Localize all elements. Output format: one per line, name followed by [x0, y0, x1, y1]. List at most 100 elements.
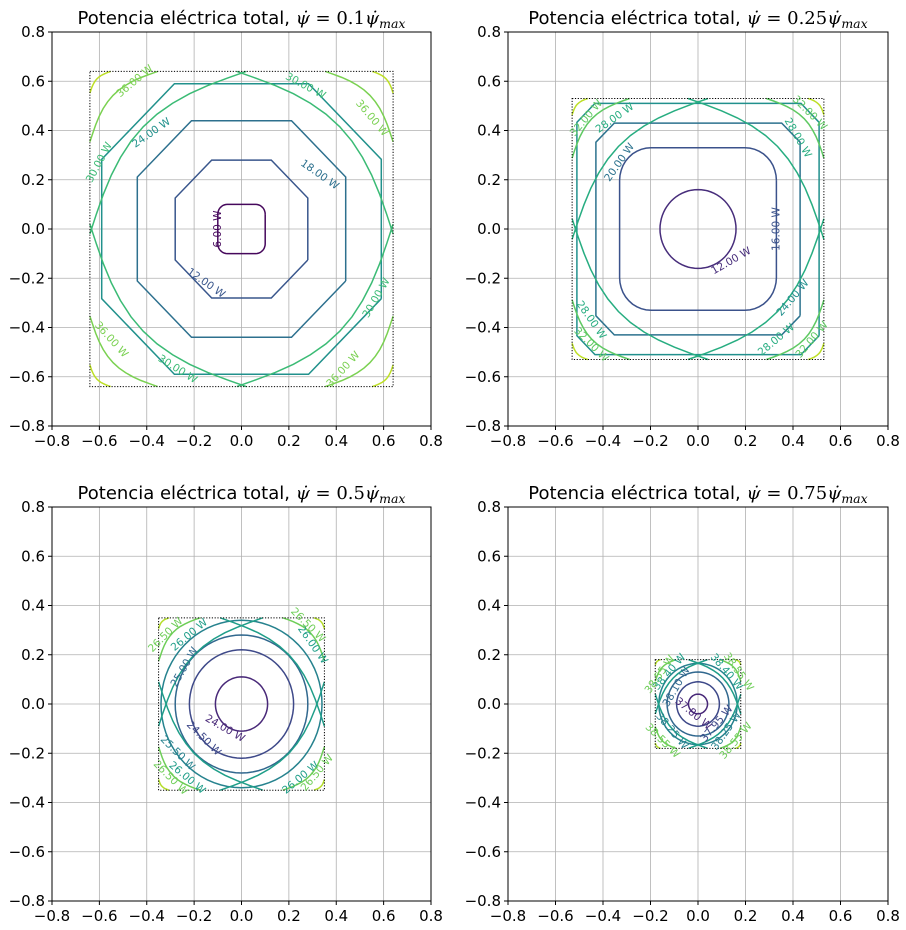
x-tick-label: 0.0 — [230, 432, 254, 450]
title-subscript: max — [841, 491, 867, 506]
y-tick-label: 0.6 — [477, 547, 501, 565]
y-tick-label: 0.4 — [477, 597, 501, 615]
x-tick-label: 0.6 — [372, 432, 396, 450]
x-tick-label: −0.8 — [490, 432, 526, 450]
y-tick-label: 0.8 — [21, 23, 45, 41]
y-tick-label: −0.6 — [465, 843, 501, 861]
contour-label: 30.00 W — [283, 71, 328, 102]
y-tick-label: 0.6 — [21, 72, 45, 90]
contour-label: 28.00 W — [756, 321, 798, 359]
contour-line — [687, 218, 825, 361]
y-tick-label: 0.0 — [477, 695, 501, 713]
title-psi: ψ̇ — [746, 483, 761, 504]
x-tick-label: 0.2 — [734, 432, 758, 450]
y-tick-label: 0.6 — [477, 72, 501, 90]
title-coef: = 0.75 — [761, 483, 828, 504]
x-tick-label: −0.4 — [129, 432, 165, 450]
x-tick-label: 0.8 — [876, 907, 900, 925]
contour-line — [735, 742, 742, 750]
contour-line — [89, 364, 111, 388]
boundary-square — [571, 97, 825, 361]
contour-line — [372, 70, 394, 94]
contour-line — [766, 299, 825, 361]
title-prefix: Potencia eléctrica total, — [528, 8, 746, 29]
x-tick-label: −0.2 — [176, 432, 212, 450]
y-tick-label: 0.4 — [21, 597, 45, 615]
contour-label: 36.00 W — [324, 349, 363, 390]
contour-line — [157, 779, 170, 791]
contour-line — [719, 658, 742, 682]
contour-group — [89, 70, 394, 388]
x-tick-label: −0.8 — [34, 907, 70, 925]
contour-line — [571, 343, 589, 361]
title-psi: ψ̇ — [296, 8, 311, 29]
contour-line — [89, 70, 111, 94]
contour-line — [666, 671, 730, 737]
contour-line — [688, 693, 742, 750]
chart-title: Potencia eléctrica total, ψ̇ = 0.5ψ̇max — [78, 483, 406, 506]
x-tick-label: −0.6 — [81, 432, 117, 450]
contour-line — [595, 122, 801, 336]
boundary-square — [89, 70, 394, 388]
contour-line — [571, 97, 630, 159]
y-tick-label: 0.0 — [477, 220, 501, 238]
contour-line — [157, 681, 264, 791]
title-psi-max: ψ̇ — [827, 8, 842, 29]
contour-label: 32.00 W — [793, 319, 831, 361]
chart-title: Potencia eléctrica total, ψ̇ = 0.25ψ̇max — [528, 8, 867, 31]
contour-line — [219, 681, 326, 791]
contour-line — [89, 223, 247, 388]
contour-label: 18.00 W — [298, 157, 341, 192]
contour-line — [236, 70, 394, 235]
x-tick-label: −0.6 — [81, 907, 117, 925]
contour-line — [687, 693, 709, 715]
x-tick-label: 0.2 — [277, 432, 301, 450]
contour-line — [719, 726, 742, 750]
x-tick-label: −0.6 — [537, 907, 573, 925]
contour-line — [89, 70, 247, 235]
x-tick-label: 0.6 — [372, 907, 396, 925]
contour-label: 24.00 W — [130, 115, 173, 150]
contour-line — [174, 159, 309, 299]
y-tick-label: −0.2 — [9, 269, 45, 287]
x-tick-label: −0.2 — [632, 432, 668, 450]
contour-line — [675, 681, 721, 727]
x-tick-label: 0.4 — [324, 432, 348, 450]
contour-line — [219, 617, 326, 727]
x-tick-label: 0.8 — [419, 432, 443, 450]
x-tick-label: 0.0 — [230, 907, 254, 925]
x-tick-label: 0.4 — [781, 907, 805, 925]
contour-line — [766, 97, 825, 159]
contour-line — [157, 617, 201, 662]
contour-line — [571, 97, 709, 240]
contour-label: 12.00 W — [185, 266, 228, 301]
y-tick-label: −0.4 — [9, 794, 45, 812]
y-tick-label: −0.4 — [465, 794, 501, 812]
y-tick-label: 0.2 — [21, 171, 45, 189]
contour-line — [89, 70, 158, 143]
contour-line — [214, 676, 269, 732]
y-tick-label: 0.8 — [477, 23, 501, 41]
y-tick-label: −0.2 — [465, 269, 501, 287]
contour-line — [160, 619, 323, 789]
y-tick-label: −0.6 — [465, 368, 501, 386]
title-psi: ψ̇ — [296, 483, 311, 504]
contour-label: 30.00 W — [360, 275, 393, 319]
contour-line — [325, 315, 394, 388]
x-tick-label: 0.8 — [419, 907, 443, 925]
contour-line — [688, 658, 742, 715]
contour-line — [325, 70, 394, 143]
y-tick-label: 0.2 — [477, 171, 501, 189]
y-tick-label: −0.4 — [9, 319, 45, 337]
title-psi: ψ̇ — [746, 8, 761, 29]
x-tick-label: −0.8 — [490, 907, 526, 925]
chart-title: Potencia eléctrica total, ψ̇ = 0.1ψ̇max — [78, 8, 406, 31]
contour-line — [282, 617, 326, 662]
y-tick-label: 0.0 — [21, 220, 45, 238]
contour-line — [576, 102, 820, 356]
y-tick-label: −0.8 — [465, 417, 501, 435]
x-tick-label: 0.2 — [277, 907, 301, 925]
boundary-square — [654, 659, 742, 749]
y-tick-label: −0.8 — [9, 417, 45, 435]
contour-label: 28.00 W — [782, 116, 815, 160]
